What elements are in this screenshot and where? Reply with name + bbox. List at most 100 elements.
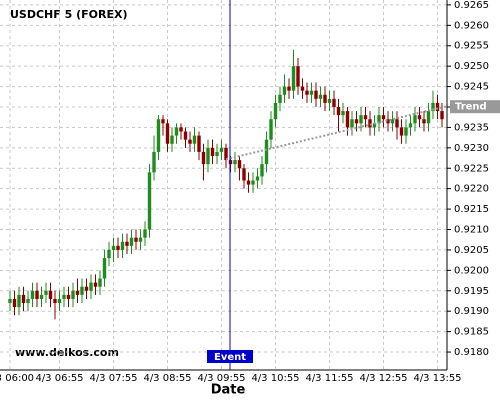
y-tick-label: 0.9260 — [454, 20, 489, 31]
x-tick-label: 4/3 13:55 — [413, 373, 461, 384]
candle-body — [435, 102, 440, 112]
candle-body — [116, 245, 120, 250]
candle-body — [84, 286, 89, 291]
candle-body — [215, 151, 219, 157]
y-tick-label: 0.9195 — [454, 286, 489, 297]
candle-body — [381, 115, 386, 120]
x-tick-label: 4/3 12:55 — [359, 373, 407, 384]
candle-body — [408, 123, 413, 128]
candle-body — [264, 139, 269, 165]
y-tick-label: 0.9190 — [454, 306, 489, 317]
candle-body — [62, 294, 66, 299]
y-tick-label: 0.9180 — [454, 347, 489, 358]
candle-body — [206, 147, 210, 165]
candle-body — [386, 119, 390, 124]
x-tick-label: 4/3 07:55 — [89, 373, 137, 384]
trend-label-box — [450, 100, 500, 114]
candle-body — [422, 119, 426, 124]
candle-body — [192, 135, 197, 144]
y-tick-label: 0.9265 — [454, 0, 489, 11]
candle-body — [71, 290, 75, 299]
candle-body — [368, 119, 372, 128]
candle-body — [21, 294, 26, 304]
candle-body — [174, 127, 179, 136]
trend-line — [225, 105, 448, 161]
candle-body — [183, 131, 188, 140]
candle-body — [8, 298, 12, 304]
candle-body — [30, 290, 35, 299]
candle-body — [147, 172, 152, 230]
candle-body — [278, 94, 282, 103]
candle-body — [224, 147, 228, 161]
candle-body — [134, 237, 138, 242]
candle-body — [197, 135, 201, 152]
candle-body — [237, 160, 242, 169]
candle-body — [242, 168, 246, 181]
candle-body — [404, 127, 408, 136]
candle-body — [377, 115, 381, 124]
candle-body — [399, 127, 404, 136]
y-tick-label: 0.9235 — [454, 122, 489, 133]
candle-body — [314, 90, 318, 99]
x-tick-label: 4/3 08:55 — [143, 373, 191, 384]
candle-body — [372, 123, 377, 128]
chart-title: USDCHF 5 (FOREX) — [10, 8, 127, 21]
trend-label: Trend — [455, 102, 487, 113]
candle-body — [102, 258, 107, 279]
candle-body — [359, 115, 363, 124]
candle-body — [66, 294, 71, 299]
candle-body — [107, 249, 111, 259]
y-tick-label: 0.9255 — [454, 41, 489, 52]
y-tick-label: 0.9200 — [454, 265, 489, 276]
candle-body — [260, 164, 264, 177]
candle-body — [390, 119, 395, 124]
candle-body — [143, 229, 147, 238]
candle-body — [251, 180, 255, 185]
y-tick-label: 0.9205 — [454, 245, 489, 256]
y-tick-label: 0.9225 — [454, 163, 489, 174]
candle-body — [282, 86, 287, 95]
x-tick-label: 4/3 09:55 — [197, 373, 245, 384]
candle-body — [354, 119, 359, 124]
event-label: Event — [214, 352, 246, 363]
candle-body — [269, 119, 273, 140]
candle-body — [39, 294, 44, 299]
candle-body — [170, 135, 174, 144]
candle-body — [210, 147, 215, 157]
candle-body — [291, 66, 296, 91]
candle-body — [300, 86, 305, 91]
candle-body — [309, 90, 314, 95]
candle-body — [305, 90, 309, 95]
candle-body — [179, 127, 183, 132]
candle-body — [125, 241, 129, 246]
candle-body — [17, 294, 21, 308]
x-tick-label: 4/3 11:55 — [305, 373, 353, 384]
candle-body — [138, 237, 143, 242]
candle-body — [44, 290, 48, 295]
x-tick-label: 4/3 10:55 — [251, 373, 299, 384]
candle-body — [287, 86, 291, 91]
candle-body — [35, 290, 39, 299]
candle-body — [93, 282, 98, 287]
y-tick-label: 0.9215 — [454, 204, 489, 215]
candle-body — [120, 241, 125, 250]
candle-body — [332, 98, 336, 107]
event-label-box — [207, 350, 253, 363]
candle-body — [440, 111, 444, 120]
candle-body — [165, 123, 170, 144]
candle-body — [219, 147, 224, 152]
y-tick-label: 0.9210 — [454, 225, 489, 236]
y-tick-label: 0.9185 — [454, 327, 489, 338]
candle-body — [48, 290, 53, 299]
candle-body — [89, 282, 93, 291]
candle-body — [201, 151, 206, 165]
candle-body — [336, 106, 341, 116]
candle-body — [318, 94, 323, 99]
candle-body — [188, 139, 192, 144]
candle-body — [53, 298, 57, 304]
candle-body — [26, 298, 30, 304]
x-tick-label: 4/3 06:00 — [0, 373, 34, 384]
candle-body — [12, 298, 17, 308]
candle-body — [341, 111, 345, 116]
candle-body — [363, 115, 368, 120]
